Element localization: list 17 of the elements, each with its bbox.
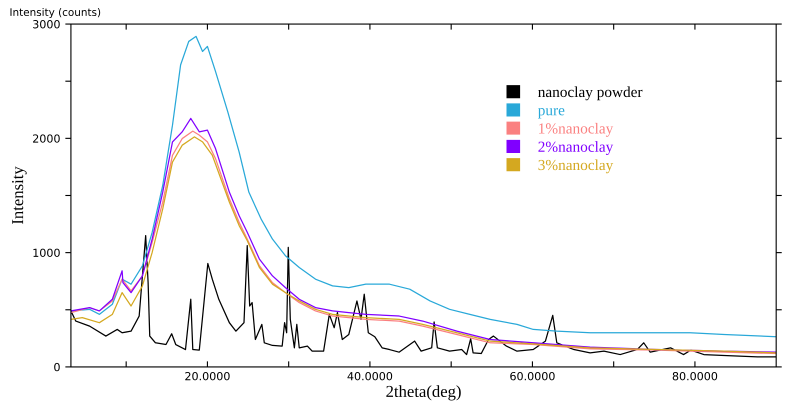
x-tick-label: 60.0000 bbox=[510, 372, 555, 380]
x-axis-title: 2theta(deg) bbox=[386, 385, 461, 400]
legend-label: 1%nanoclay bbox=[539, 122, 614, 137]
y-tick-label: 0 bbox=[54, 362, 60, 372]
x-tick-label: 40.0000 bbox=[347, 372, 392, 380]
y-tick-label: 2000 bbox=[33, 134, 60, 143]
legend-label: pure bbox=[538, 108, 564, 118]
legend-label: 3%nanoclay bbox=[538, 159, 614, 174]
legend-label: 2%nanoclay bbox=[538, 141, 614, 156]
y-tick-label: 3000 bbox=[33, 20, 60, 28]
x-tick-label: 20.0000 bbox=[185, 372, 230, 380]
y-axis-title: Intensity bbox=[12, 166, 27, 224]
line-series bbox=[70, 36, 776, 338]
text: Intensity (counts) bbox=[10, 8, 100, 18]
legend-label: nanoclay powder bbox=[538, 86, 642, 100]
x-tick-label: 80.0000 bbox=[672, 372, 718, 380]
y-tick-label: 1000 bbox=[33, 248, 60, 258]
